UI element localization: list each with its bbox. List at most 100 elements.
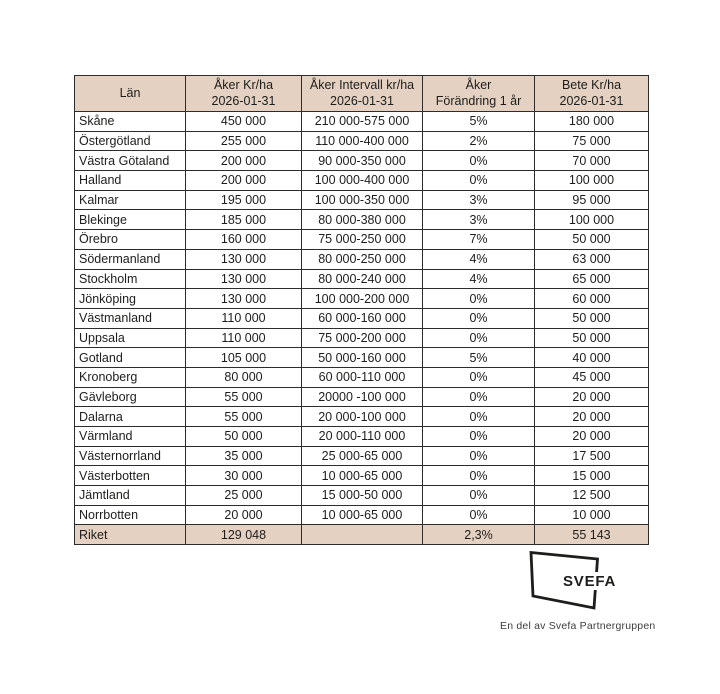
cell-intervall: 210 000-575 000: [301, 111, 423, 132]
cell-intervall: 75 000-250 000: [301, 229, 423, 250]
cell-bete: 50 000: [534, 229, 649, 250]
cell-forandring: 4%: [422, 248, 535, 270]
cell-aker: 200 000: [185, 150, 302, 172]
cell-forandring: 0%: [422, 426, 535, 447]
cell-lan: Gotland: [74, 347, 186, 368]
cell-bete: 20 000: [534, 406, 649, 427]
cell-intervall: 100 000-200 000: [301, 288, 423, 309]
header-bete-kr-ha: Bete Kr/ha 2026-01-31: [534, 75, 649, 112]
cell-forandring: 2,3%: [422, 524, 535, 546]
cell-bete: 10 000: [534, 504, 649, 526]
cell-lan: Halland: [74, 170, 186, 191]
cell-intervall: 20 000-100 000: [301, 406, 423, 427]
cell-lan: Blekinge: [74, 209, 186, 231]
cell-aker: 50 000: [185, 426, 302, 447]
cell-lan: Skåne: [74, 111, 186, 132]
cell-intervall: 60 000-110 000: [301, 366, 423, 388]
cell-lan: Kalmar: [74, 189, 186, 211]
cell-aker: 55 000: [185, 406, 302, 427]
cell-lan: Värmland: [74, 426, 186, 447]
table-row: Blekinge 185 000 80 000-380 000 3% 100 0…: [74, 209, 649, 231]
cell-aker: 450 000: [185, 111, 302, 132]
cell-lan: Västernorrland: [74, 445, 186, 467]
cell-intervall: 10 000-65 000: [301, 504, 423, 526]
cell-aker: 200 000: [185, 170, 302, 191]
header-line2: 2026-01-31: [330, 93, 394, 108]
logo-tagline: En del av Svefa Partnergruppen: [500, 620, 656, 632]
cell-lan: Västra Götaland: [74, 150, 186, 172]
table-row: Gotland 105 000 50 000-160 000 5% 40 000: [74, 347, 649, 368]
cell-forandring: 0%: [422, 366, 535, 388]
cell-intervall: 50 000-160 000: [301, 347, 423, 368]
header-line1: Län: [119, 85, 141, 100]
cell-bete: 15 000: [534, 465, 649, 487]
cell-bete: 65 000: [534, 268, 649, 290]
table-row: Kronoberg 80 000 60 000-110 000 0% 45 00…: [74, 366, 649, 388]
cell-aker: 110 000: [185, 307, 302, 329]
cell-intervall: 90 000-350 000: [301, 150, 423, 172]
cell-intervall: 75 000-200 000: [301, 327, 423, 349]
cell-aker: 80 000: [185, 366, 302, 388]
cell-lan: Jönköping: [74, 288, 186, 309]
cell-lan: Västmanland: [74, 307, 186, 329]
table-row: Uppsala 110 000 75 000-200 000 0% 50 000: [74, 327, 649, 349]
table-row: Västmanland 110 000 60 000-160 000 0% 50…: [74, 307, 649, 329]
cell-forandring: 2%: [422, 130, 535, 152]
table-row: Västra Götaland 200 000 90 000-350 000 0…: [74, 150, 649, 172]
table-header-row: Län Åker Kr/ha 2026-01-31 Åker Intervall…: [74, 75, 649, 112]
table-row: Gävleborg 55 000 20000 -100 000 0% 20 00…: [74, 386, 649, 408]
cell-bete: 40 000: [534, 347, 649, 368]
cell-aker: 105 000: [185, 347, 302, 368]
cell-lan: Kronoberg: [74, 366, 186, 388]
cell-aker: 185 000: [185, 209, 302, 231]
summary-row: Riket 129 048 2,3% 55 143: [74, 524, 649, 546]
cell-bete: 45 000: [534, 366, 649, 388]
cell-aker: 130 000: [185, 268, 302, 290]
table-row: Halland 200 000 100 000-400 000 0% 100 0…: [74, 170, 649, 191]
cell-bete: 17 500: [534, 445, 649, 467]
header-aker-forandring: Åker Förändring 1 år: [422, 75, 535, 112]
cell-aker: 30 000: [185, 465, 302, 487]
header-line1: Åker Intervall kr/ha: [309, 78, 415, 93]
cell-forandring: 3%: [422, 189, 535, 211]
cell-bete: 50 000: [534, 307, 649, 329]
header-aker-intervall: Åker Intervall kr/ha 2026-01-31: [301, 75, 423, 112]
cell-lan: Dalarna: [74, 406, 186, 427]
cell-bete: 20 000: [534, 426, 649, 447]
cell-lan: Stockholm: [74, 268, 186, 290]
cell-forandring: 0%: [422, 288, 535, 309]
cell-bete: 100 000: [534, 170, 649, 191]
cell-forandring: 5%: [422, 347, 535, 368]
cell-forandring: 5%: [422, 111, 535, 132]
svefa-logo-text-mask: [561, 572, 624, 590]
cell-aker: 130 000: [185, 248, 302, 270]
cell-aker: 195 000: [185, 189, 302, 211]
table-row: Kalmar 195 000 100 000-350 000 3% 95 000: [74, 189, 649, 211]
cell-lan: Västerbotten: [74, 465, 186, 487]
cell-lan: Gävleborg: [74, 386, 186, 408]
land-price-table: Län Åker Kr/ha 2026-01-31 Åker Intervall…: [74, 75, 649, 546]
cell-intervall: 80 000-250 000: [301, 248, 423, 270]
cell-aker: 25 000: [185, 485, 302, 506]
cell-forandring: 3%: [422, 209, 535, 231]
cell-aker: 129 048: [185, 524, 302, 546]
cell-bete: 60 000: [534, 288, 649, 309]
table-row: Jönköping 130 000 100 000-200 000 0% 60 …: [74, 288, 649, 309]
table-row: Norrbotten 20 000 10 000-65 000 0% 10 00…: [74, 504, 649, 526]
header-line1: Åker Kr/ha: [213, 78, 274, 93]
cell-aker: 35 000: [185, 445, 302, 467]
table-body: Skåne 450 000 210 000-575 000 5% 180 000…: [74, 111, 649, 546]
cell-intervall: 80 000-240 000: [301, 268, 423, 290]
header-aker-kr-ha: Åker Kr/ha 2026-01-31: [185, 75, 302, 112]
cell-forandring: 0%: [422, 170, 535, 191]
cell-lan: Norrbotten: [74, 504, 186, 526]
table-row: Dalarna 55 000 20 000-100 000 0% 20 000: [74, 406, 649, 427]
table-row: Jämtland 25 000 15 000-50 000 0% 12 500: [74, 485, 649, 506]
cell-bete: 55 143: [534, 524, 649, 546]
cell-intervall: 80 000-380 000: [301, 209, 423, 231]
cell-bete: 180 000: [534, 111, 649, 132]
cell-intervall: 100 000-350 000: [301, 189, 423, 211]
cell-lan: Södermanland: [74, 248, 186, 270]
price-table-container: Län Åker Kr/ha 2026-01-31 Åker Intervall…: [74, 75, 649, 546]
